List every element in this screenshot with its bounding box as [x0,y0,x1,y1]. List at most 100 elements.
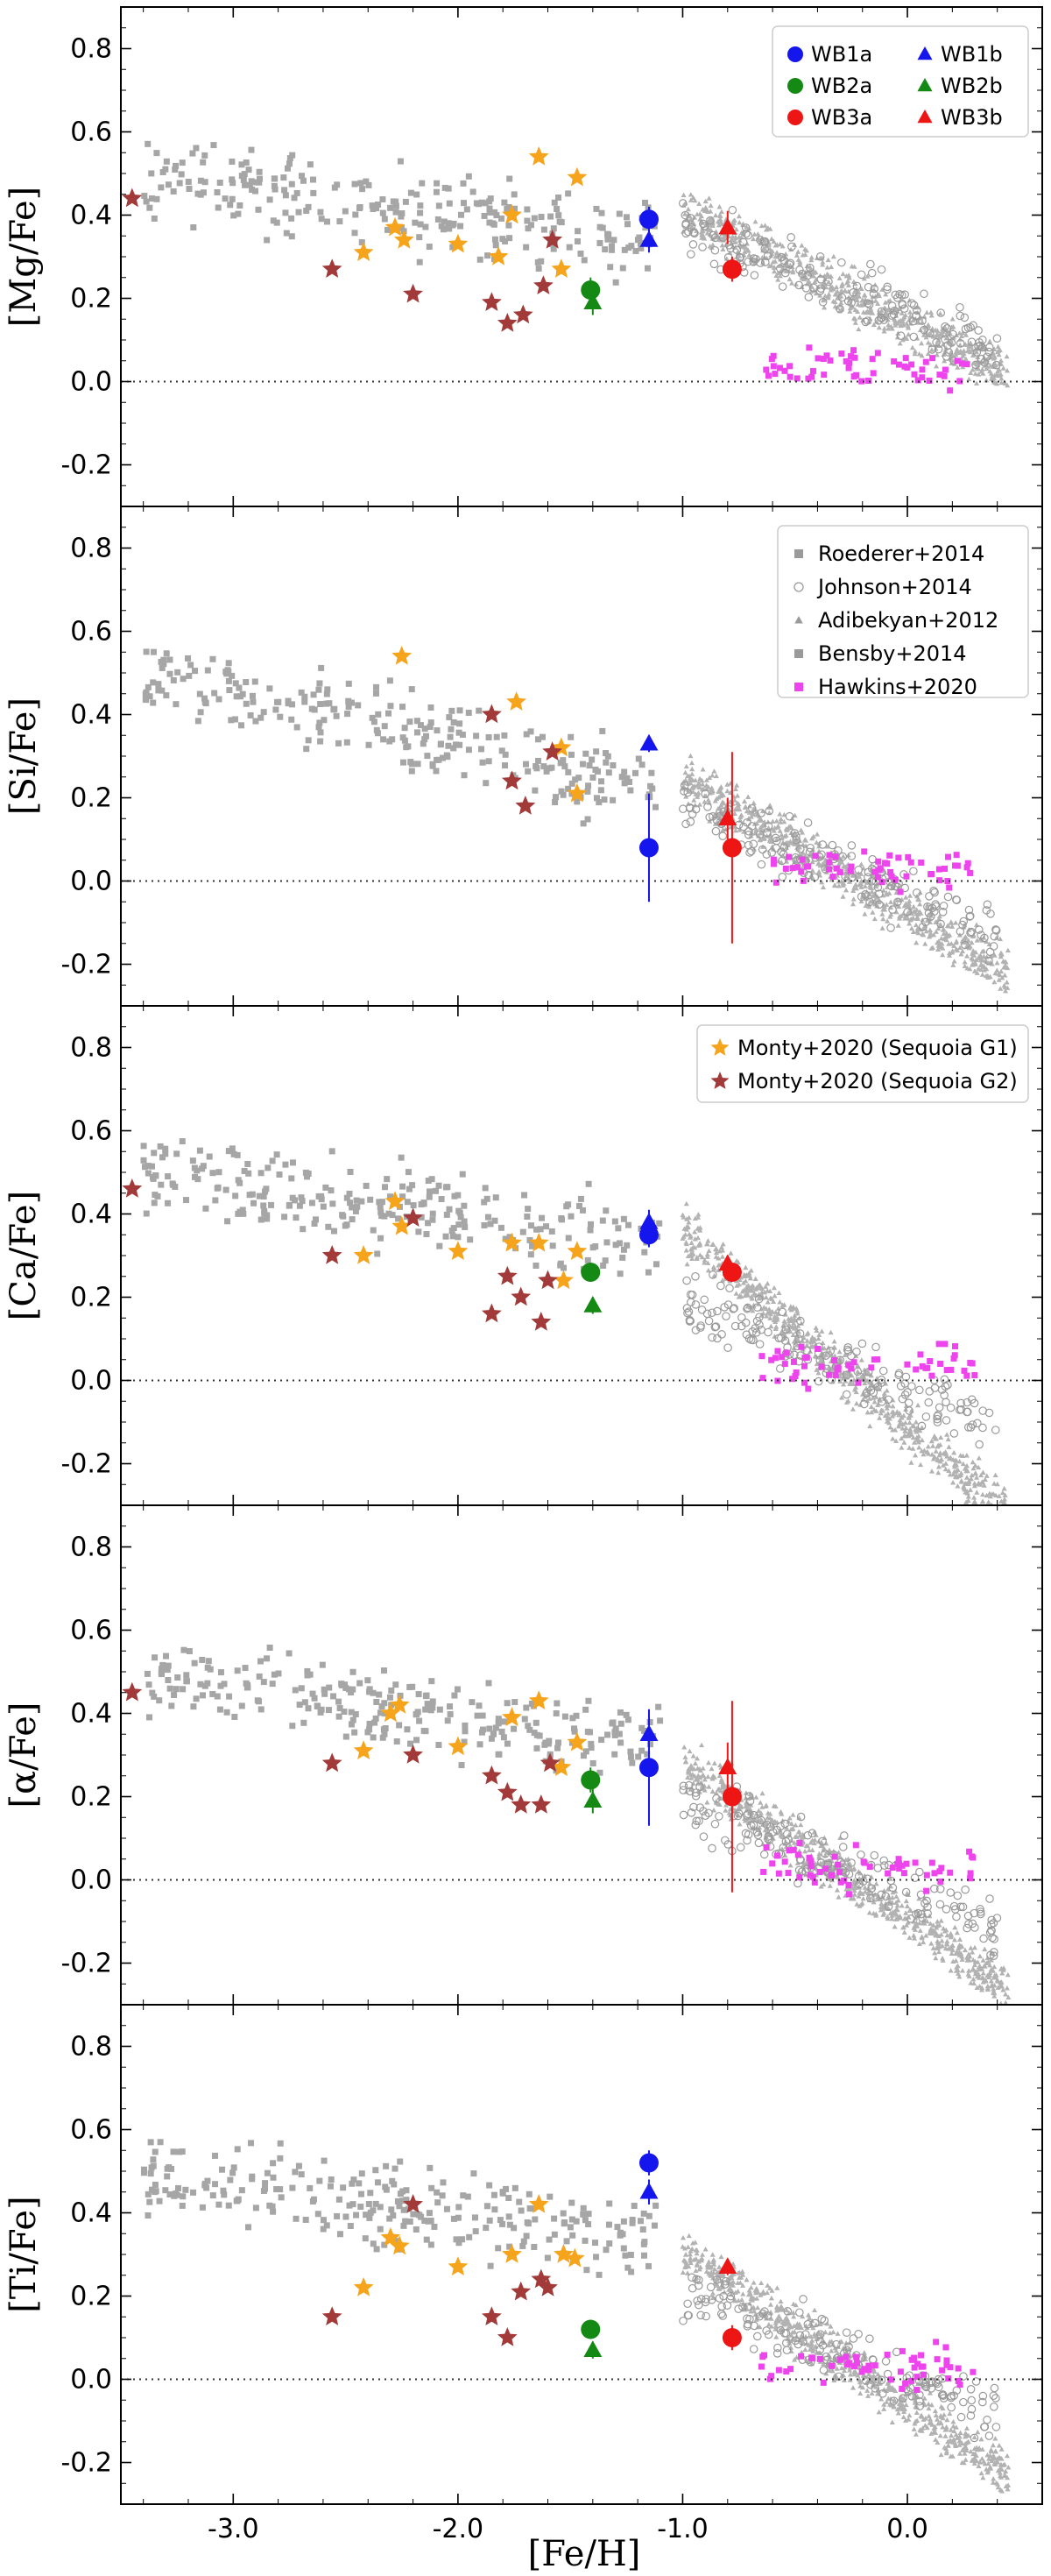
johnson-point [940,1375,949,1384]
adibekyan-point [907,1907,913,1913]
johnson-point [725,1284,734,1293]
hawkins-point [948,1366,955,1373]
roederer-point [592,1242,599,1249]
adibekyan-point [901,1929,907,1935]
roederer-point [190,1703,197,1710]
roederer-point [416,258,423,265]
adibekyan-point [744,1304,751,1309]
roederer-point [363,1182,370,1189]
legend-marker [710,1038,730,1056]
adibekyan-point [892,318,899,323]
adibekyan-point [702,236,708,241]
johnson-point [934,344,943,354]
roederer-point [370,1689,377,1696]
adibekyan-point [974,1490,980,1495]
adibekyan-point [963,332,970,337]
adibekyan-point [800,1338,806,1344]
adibekyan-point [1004,367,1011,373]
roederer-point [295,209,302,216]
roederer-point [593,748,600,755]
roederer-point [490,221,497,228]
roederer-point [454,1686,461,1693]
roederer-point [532,787,539,794]
roederer-point [236,202,243,209]
roederer-point [535,757,542,764]
roederer-point [511,1725,518,1732]
hawkins-point [945,853,952,860]
hawkins-point [919,1362,926,1369]
roederer-point [401,737,408,744]
adibekyan-point [864,1409,871,1415]
roederer-point [254,1697,261,1704]
roederer-point [145,1170,152,1177]
johnson-point [749,839,758,849]
adibekyan-point [974,1475,980,1480]
adibekyan-point [973,1969,979,1974]
hawkins-point [919,374,926,381]
adibekyan-point [970,948,977,953]
roederer-point [440,754,447,761]
adibekyan-point [750,236,757,242]
adibekyan-point [963,1468,970,1474]
adibekyan-point [910,1423,916,1428]
adibekyan-point [902,1419,908,1426]
adibekyan-point [949,316,956,322]
roederer-point [163,158,170,165]
adibekyan-point [745,248,751,253]
roederer-point [373,726,380,733]
adibekyan-point [884,1405,890,1411]
roederer-point [260,1679,267,1686]
roederer-point [423,1231,430,1238]
adibekyan-point [943,335,949,341]
roederer-point [521,1716,528,1723]
roederer-point [604,236,611,243]
roederer-point [422,223,429,230]
roederer-point [448,725,455,732]
roederer-point [371,1719,378,1726]
adibekyan-point [893,1893,899,1899]
johnson-point [857,1339,867,1348]
adibekyan-point [971,1483,977,1489]
adibekyan-point [743,1790,749,1795]
roederer-point [257,1658,264,1665]
roederer-point [369,714,376,721]
johnson-point [901,1372,911,1382]
wb-point-wb3a [722,259,742,280]
adibekyan-point [808,254,815,260]
hawkins-point [798,1343,805,1350]
roederer-point [335,1698,342,1705]
adibekyan-point [753,1794,759,1800]
johnson-point [912,311,921,320]
adibekyan-point [856,874,862,879]
roederer-point [543,1223,550,1230]
adibekyan-point [899,1435,905,1441]
adibekyan-point [692,1228,698,1235]
adibekyan-point [903,1425,909,1431]
legend-label: Roederer+2014 [818,541,984,566]
adibekyan-point [850,1381,857,1386]
adibekyan-point [856,294,862,299]
roederer-point [462,1223,469,1230]
monty-g2-star [482,1303,502,1323]
adibekyan-point [761,1305,767,1310]
roederer-point [330,1693,337,1700]
roederer-point [334,181,341,188]
hawkins-point [947,387,954,394]
johnson-point [989,942,998,951]
roederer-point [305,203,312,210]
adibekyan-point [713,1790,719,1795]
adibekyan-point [1002,973,1008,978]
adibekyan-point [996,971,1002,976]
wb-point-wb1b [639,230,659,247]
adibekyan-point [838,300,844,305]
adibekyan-point [994,967,1000,973]
johnson-point [894,1369,904,1378]
adibekyan-point [795,1323,801,1328]
johnson-point [785,260,794,269]
hawkins-point [895,361,902,368]
roederer-point [423,1692,430,1699]
adibekyan-point [682,200,688,206]
roederer-point [328,1187,335,1194]
roederer-point [504,1740,511,1747]
roederer-point [315,686,322,693]
